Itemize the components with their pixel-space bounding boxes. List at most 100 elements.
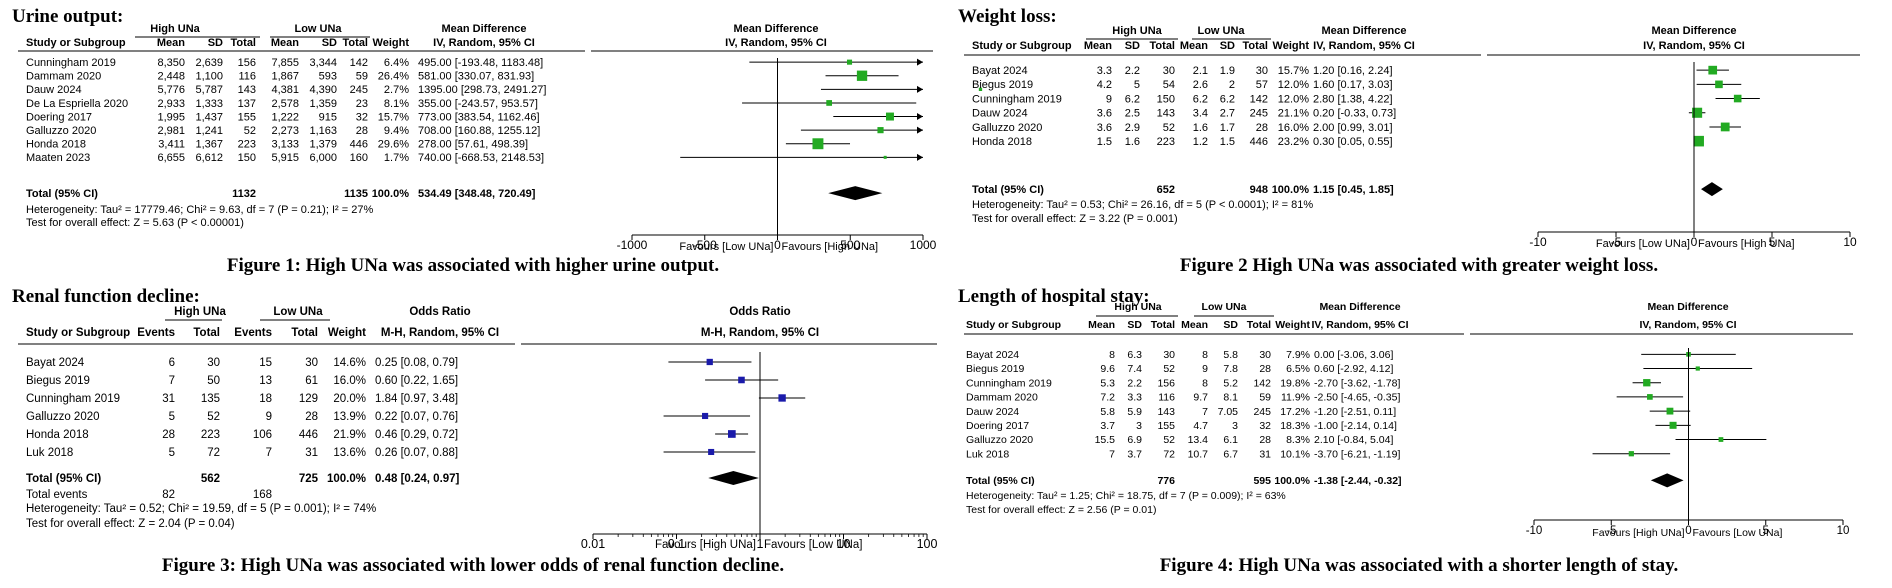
study-name: Honda 2018 xyxy=(972,136,1032,148)
study-name: Dammam 2020 xyxy=(966,392,1038,404)
table-cell: 30 xyxy=(1163,349,1175,361)
ci-arrow xyxy=(917,113,923,121)
table-cell: 2.00 [0.99, 3.01] xyxy=(1313,122,1393,134)
column-header: Weight xyxy=(1275,319,1310,331)
table-cell: 4,381 xyxy=(271,84,299,96)
study-estimate-marker xyxy=(1666,407,1674,415)
figure-caption: Figure 3: High UNa was associated with l… xyxy=(161,555,785,576)
table-cell: 355.00 [-243.57, 953.57] xyxy=(418,98,538,110)
study-estimate-marker xyxy=(885,112,894,121)
table-cell: 915 xyxy=(319,111,337,123)
overall-effect-note: Test for overall effect: Z = 2.56 (P = 0… xyxy=(966,504,1156,516)
table-cell: 59 xyxy=(356,71,368,83)
ci-arrow xyxy=(917,153,923,161)
table-cell: 52 xyxy=(244,125,256,137)
table-cell: 2.7 xyxy=(1220,108,1235,120)
table-cell: 28 xyxy=(162,429,175,441)
plot-header: Mean Difference xyxy=(1647,301,1728,313)
column-header: SD xyxy=(322,37,337,49)
table-cell: 6,612 xyxy=(195,152,223,164)
table-cell: 2.7% xyxy=(384,84,409,96)
total-cell: 776 xyxy=(1157,475,1175,487)
table-cell: 8.3% xyxy=(1286,434,1310,446)
table-cell: -1.20 [-2.51, 0.11] xyxy=(1314,406,1396,418)
effect-header: Mean Difference xyxy=(1319,301,1400,313)
table-cell: 143 xyxy=(238,84,256,96)
table-cell: 18 xyxy=(259,393,272,405)
table-cell: 773.00 [383.54, 1162.46] xyxy=(418,111,540,123)
table-cell: 6,000 xyxy=(309,152,337,164)
table-cell: 4.2 xyxy=(1097,79,1112,91)
table-cell: -1.00 [-2.14, 0.14] xyxy=(1314,420,1397,432)
table-cell: 106 xyxy=(253,429,272,441)
table-cell: 245 xyxy=(1253,406,1271,418)
panel-title: Urine output: xyxy=(12,6,124,27)
x-tick-label: -500 xyxy=(693,238,717,252)
table-cell: 50 xyxy=(207,375,220,387)
x-tick-label: -5 xyxy=(1611,235,1622,249)
table-cell: 137 xyxy=(238,98,256,110)
table-cell: 15.5 xyxy=(1095,434,1116,446)
study-estimate-marker xyxy=(1693,135,1704,147)
table-cell: 5,787 xyxy=(195,84,223,96)
x-tick-label: 10 xyxy=(837,537,851,551)
study-estimate-marker xyxy=(1669,421,1677,429)
table-cell: 1,995 xyxy=(157,111,185,123)
table-cell: 52 xyxy=(1163,363,1175,375)
table-cell: 8.1 xyxy=(1223,392,1238,404)
x-tick-label: 5 xyxy=(1769,235,1776,249)
forest-plot-urine-output: High UNa Low UNa Mean Difference Study or S… xyxy=(18,23,983,253)
table-cell: 0.60 [0.22, 1.65] xyxy=(375,375,458,387)
table-cell: 150 xyxy=(238,152,256,164)
table-cell: 18.3% xyxy=(1280,420,1310,432)
table-cell: 1.7% xyxy=(384,152,409,164)
panel-title: Length of hospital stay: xyxy=(958,286,1150,307)
table-cell: 3.6 xyxy=(1097,108,1112,120)
table-cell: 21.1% xyxy=(1278,108,1309,120)
table-cell: 57 xyxy=(1256,79,1268,91)
table-cell: 245 xyxy=(1250,108,1268,120)
table-cell: 17.2% xyxy=(1280,406,1310,418)
study-name: Doering 2017 xyxy=(26,111,92,123)
total-cell: 725 xyxy=(299,473,319,485)
group2-header: Low UNa xyxy=(1197,25,1245,37)
table-cell: 7 xyxy=(1202,406,1208,418)
table-cell: 8 xyxy=(1109,349,1115,361)
table-cell: 32 xyxy=(1259,420,1271,432)
table-cell: 2.1 xyxy=(1193,65,1208,77)
table-cell: 28 xyxy=(1256,122,1268,134)
forest-plot-length-of-stay: High UNa Low UNa Mean Difference Study or S… xyxy=(964,301,1853,539)
favours-left-label: Favours [Low UNa] xyxy=(679,241,773,253)
total-events-cell: 82 xyxy=(162,489,175,501)
table-cell: 7.2 xyxy=(1100,392,1115,404)
group2-header: Low UNa xyxy=(294,23,342,35)
study-estimate-marker xyxy=(846,59,853,65)
total-events-label: Total events xyxy=(26,489,88,501)
table-cell: 142 xyxy=(1253,377,1271,389)
column-header: SD xyxy=(1125,40,1140,52)
table-cell: 4,390 xyxy=(309,84,337,96)
column-header: Total xyxy=(1243,40,1268,52)
x-tick-label: 0.1 xyxy=(668,537,685,551)
column-header: Events xyxy=(234,327,272,339)
x-tick-label: 500 xyxy=(840,238,860,252)
study-estimate-marker xyxy=(706,358,713,366)
table-cell: 2.10 [-0.84, 5.04] xyxy=(1314,434,1393,446)
group1-header: High UNa xyxy=(150,23,200,35)
heterogeneity-note: Heterogeneity: Tau² = 17779.46; Chi² = 9… xyxy=(26,204,373,216)
table-cell: 495.00 [-193.48, 1183.48] xyxy=(418,57,543,69)
total-events-cell: 168 xyxy=(253,489,272,501)
table-cell: 3.7 xyxy=(1100,420,1115,432)
table-cell: 593 xyxy=(319,71,337,83)
study-name: Bayat 2024 xyxy=(972,65,1028,77)
table-cell: 7.8 xyxy=(1223,363,1238,375)
column-header: SD xyxy=(1127,319,1142,331)
total-cell: 1135 xyxy=(344,188,368,200)
x-tick-label: 100 xyxy=(917,537,938,551)
table-cell: 13.4 xyxy=(1188,434,1209,446)
table-cell: 6.1 xyxy=(1223,434,1238,446)
favours-right-label: Favours [High UNa] xyxy=(1698,238,1795,250)
table-cell: 8.1% xyxy=(384,98,409,110)
table-cell: 6.2 xyxy=(1125,93,1140,105)
table-cell: 2,578 xyxy=(271,98,299,110)
